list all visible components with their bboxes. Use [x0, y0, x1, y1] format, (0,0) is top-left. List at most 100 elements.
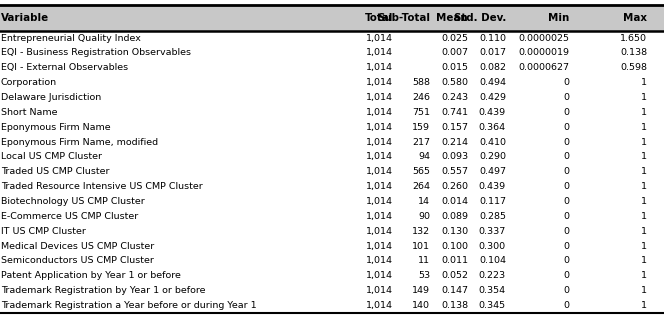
- Text: 0.598: 0.598: [620, 63, 647, 72]
- Text: Traded US CMP Cluster: Traded US CMP Cluster: [1, 167, 109, 176]
- Text: 1: 1: [641, 108, 647, 117]
- Text: 0: 0: [564, 241, 570, 251]
- Text: 0.439: 0.439: [479, 182, 506, 191]
- Text: 132: 132: [412, 227, 430, 236]
- Text: 0: 0: [564, 227, 570, 236]
- Text: EQI - Business Registration Observables: EQI - Business Registration Observables: [1, 48, 191, 58]
- Text: 1: 1: [641, 152, 647, 161]
- Text: 588: 588: [412, 78, 430, 87]
- Text: 0.014: 0.014: [441, 197, 468, 206]
- Text: 0.138: 0.138: [620, 48, 647, 58]
- Text: 0.741: 0.741: [441, 108, 468, 117]
- Text: Std. Dev.: Std. Dev.: [454, 13, 506, 23]
- Text: 1: 1: [641, 212, 647, 221]
- Text: 149: 149: [412, 286, 430, 295]
- Text: 0.0000025: 0.0000025: [519, 33, 570, 43]
- Text: 1,014: 1,014: [366, 33, 393, 43]
- Text: 751: 751: [412, 108, 430, 117]
- Text: 0.110: 0.110: [479, 33, 506, 43]
- Text: Min: Min: [548, 13, 570, 23]
- Text: 1,014: 1,014: [366, 227, 393, 236]
- Text: 1: 1: [641, 123, 647, 132]
- Text: 1: 1: [641, 93, 647, 102]
- Text: 1,014: 1,014: [366, 78, 393, 87]
- Text: 14: 14: [418, 197, 430, 206]
- Text: Max: Max: [623, 13, 647, 23]
- Text: Eponymous Firm Name: Eponymous Firm Name: [1, 123, 110, 132]
- Text: 1,014: 1,014: [366, 182, 393, 191]
- Text: 1: 1: [641, 182, 647, 191]
- Text: 0: 0: [564, 123, 570, 132]
- Text: 0: 0: [564, 271, 570, 280]
- Text: 1,014: 1,014: [366, 212, 393, 221]
- Text: 0.429: 0.429: [479, 93, 506, 102]
- Text: Mean: Mean: [436, 13, 468, 23]
- Text: 217: 217: [412, 137, 430, 147]
- Text: 140: 140: [412, 301, 430, 310]
- Text: 0.439: 0.439: [479, 108, 506, 117]
- Text: 0: 0: [564, 108, 570, 117]
- Text: 1,014: 1,014: [366, 167, 393, 176]
- Text: 0.0000627: 0.0000627: [519, 63, 570, 72]
- Text: 0.410: 0.410: [479, 137, 506, 147]
- Text: 0.345: 0.345: [479, 301, 506, 310]
- Text: 0.497: 0.497: [479, 167, 506, 176]
- Text: 0.337: 0.337: [479, 227, 506, 236]
- Text: Medical Devices US CMP Cluster: Medical Devices US CMP Cluster: [1, 241, 154, 251]
- Text: 1.650: 1.650: [620, 33, 647, 43]
- Text: 0.082: 0.082: [479, 63, 506, 72]
- Text: 0: 0: [564, 301, 570, 310]
- Text: 53: 53: [418, 271, 430, 280]
- Text: 0: 0: [564, 137, 570, 147]
- Text: 0.017: 0.017: [479, 48, 506, 58]
- Text: Variable: Variable: [1, 13, 48, 23]
- Text: 0: 0: [564, 152, 570, 161]
- Text: 0.0000019: 0.0000019: [519, 48, 570, 58]
- Text: 1,014: 1,014: [366, 286, 393, 295]
- Text: 565: 565: [412, 167, 430, 176]
- Text: 0: 0: [564, 78, 570, 87]
- Text: E-Commerce US CMP Cluster: E-Commerce US CMP Cluster: [1, 212, 138, 221]
- Text: Patent Application by Year 1 or before: Patent Application by Year 1 or before: [1, 271, 181, 280]
- Text: 0: 0: [564, 197, 570, 206]
- Text: 1,014: 1,014: [366, 271, 393, 280]
- Text: 0.007: 0.007: [441, 48, 468, 58]
- Text: 0.494: 0.494: [479, 78, 506, 87]
- Text: 0: 0: [564, 93, 570, 102]
- Text: 1,014: 1,014: [366, 301, 393, 310]
- Text: 264: 264: [412, 182, 430, 191]
- Text: 1: 1: [641, 227, 647, 236]
- Text: Semiconductors US CMP Cluster: Semiconductors US CMP Cluster: [1, 256, 153, 265]
- Text: 0.147: 0.147: [441, 286, 468, 295]
- Text: Eponymous Firm Name, modified: Eponymous Firm Name, modified: [1, 137, 158, 147]
- Text: 1: 1: [641, 167, 647, 176]
- Text: 0.580: 0.580: [441, 78, 468, 87]
- Text: 1,014: 1,014: [366, 137, 393, 147]
- Text: 0.130: 0.130: [441, 227, 468, 236]
- Text: 0: 0: [564, 167, 570, 176]
- Text: 11: 11: [418, 256, 430, 265]
- Text: 0.557: 0.557: [441, 167, 468, 176]
- Text: 0.214: 0.214: [441, 137, 468, 147]
- Text: Traded Resource Intensive US CMP Cluster: Traded Resource Intensive US CMP Cluster: [1, 182, 203, 191]
- Text: 1,014: 1,014: [366, 197, 393, 206]
- Text: 0.354: 0.354: [479, 286, 506, 295]
- Text: 0.364: 0.364: [479, 123, 506, 132]
- Text: 0.093: 0.093: [441, 152, 468, 161]
- Text: Delaware Jurisdiction: Delaware Jurisdiction: [1, 93, 101, 102]
- Text: 246: 246: [412, 93, 430, 102]
- Text: 0.117: 0.117: [479, 197, 506, 206]
- Text: 1: 1: [641, 241, 647, 251]
- Text: Trademark Registration a Year before or during Year 1: Trademark Registration a Year before or …: [1, 301, 256, 310]
- Text: 0: 0: [564, 286, 570, 295]
- Text: 159: 159: [412, 123, 430, 132]
- Text: IT US CMP Cluster: IT US CMP Cluster: [1, 227, 86, 236]
- Text: 1,014: 1,014: [366, 123, 393, 132]
- Text: 0.025: 0.025: [441, 33, 468, 43]
- Text: Biotechnology US CMP Cluster: Biotechnology US CMP Cluster: [1, 197, 144, 206]
- Text: 0.100: 0.100: [441, 241, 468, 251]
- Text: 1,014: 1,014: [366, 93, 393, 102]
- Text: 1: 1: [641, 271, 647, 280]
- Text: 1: 1: [641, 301, 647, 310]
- Text: 0: 0: [564, 212, 570, 221]
